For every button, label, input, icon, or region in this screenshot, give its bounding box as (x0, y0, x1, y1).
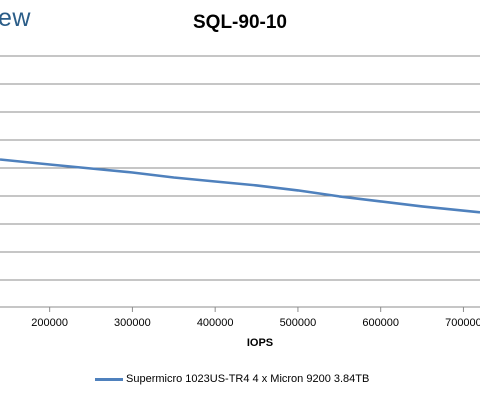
legend-label: Supermicro 1023US-TR4 4 x Micron 9200 3.… (126, 373, 370, 385)
series-line (0, 158, 480, 214)
x-tick-label: 200000 (31, 317, 68, 329)
x-tick-label: 700000 (445, 317, 480, 329)
x-tick-label: 400000 (197, 317, 234, 329)
legend: Supermicro 1023US-TR4 4 x Micron 9200 3.… (95, 373, 369, 385)
legend-swatch (95, 377, 123, 381)
x-tick-label: 300000 (114, 317, 151, 329)
x-tick-label: 500000 (280, 317, 317, 329)
chart-title: SQL-90-10 (193, 12, 287, 33)
logo-text: ew (0, 4, 31, 32)
x-axis-title: IOPS (246, 337, 274, 349)
x-tick-label: 600000 (362, 317, 399, 329)
